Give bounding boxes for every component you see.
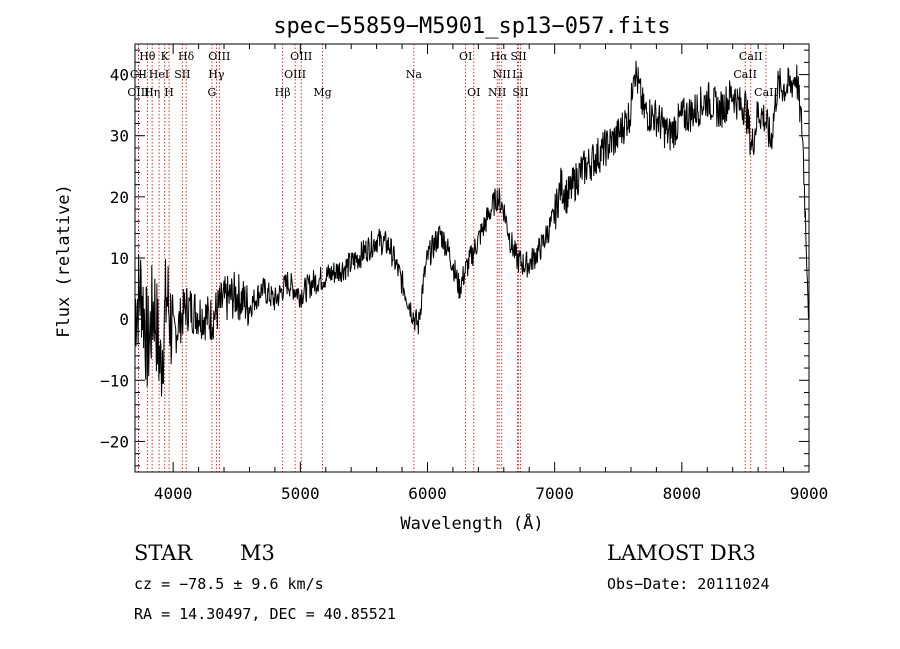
spectral-line-label: Hη xyxy=(144,86,160,99)
spectral-line-label: CaII xyxy=(754,86,778,99)
object-class: STAR xyxy=(134,541,193,565)
redshift-velocity: cz = −78.5 ± 9.6 km/s xyxy=(134,575,324,593)
x-axis-label: Wavelength (Å) xyxy=(400,512,543,534)
spectral-line-label: OIII xyxy=(290,50,312,63)
y-axis-label: Flux (relative) xyxy=(54,184,74,338)
y-tick-label: 40 xyxy=(110,66,129,85)
spectral-line-label: H xyxy=(164,86,174,99)
y-tick-label: −10 xyxy=(100,371,129,390)
spectral-line-label: OIII xyxy=(284,68,306,81)
spectral-line-label: Hγ xyxy=(208,68,225,81)
y-tick-label: 30 xyxy=(110,127,129,146)
spectral-line-label: SII xyxy=(512,86,528,99)
y-axis-ticks: −20 −10 0 10 20 30 40 xyxy=(100,49,809,467)
x-tick-label: 5000 xyxy=(281,484,320,503)
spectral-line-label: Li xyxy=(512,68,523,81)
observation-date: Obs−Date: 20111024 xyxy=(607,575,770,593)
sky-coordinates: RA = 14.30497, DEC = 40.85521 xyxy=(134,605,396,623)
x-tick-label: 9000 xyxy=(790,484,829,503)
x-tick-label: 6000 xyxy=(408,484,447,503)
x-tick-label: 7000 xyxy=(535,484,574,503)
y-tick-label: −20 xyxy=(100,432,129,451)
spectrum-line xyxy=(134,60,810,397)
spectral-line-markers xyxy=(138,44,767,472)
spectral-line-label: OIII xyxy=(127,86,149,99)
spectral-line-label: OI xyxy=(467,86,480,99)
spectral-line-label: Hβ xyxy=(275,86,291,99)
spectral-line-label: HeI xyxy=(149,68,169,81)
object-subclass: M3 xyxy=(240,541,275,565)
spectral-line-label: OIII xyxy=(208,50,230,63)
spectral-line-label: NII xyxy=(493,68,511,81)
spectral-line-label: K xyxy=(161,50,170,63)
spectral-line-label: CaII xyxy=(733,68,757,81)
spectral-line-label: Hα xyxy=(491,50,509,63)
x-tick-label: 8000 xyxy=(663,484,702,503)
y-tick-label: 10 xyxy=(110,249,129,268)
spectral-line-label: SII xyxy=(174,68,190,81)
spectral-line-label: OI xyxy=(459,50,472,63)
x-axis-ticks: 4000 5000 6000 7000 8000 9000 xyxy=(154,44,828,503)
spectral-line-label: Mg xyxy=(313,86,331,99)
chart-title: spec−55859−M5901_sp13−057.fits xyxy=(273,14,670,39)
spectral-line-label: G xyxy=(208,86,217,99)
spectral-line-label: NII xyxy=(488,86,506,99)
y-tick-label: 20 xyxy=(110,188,129,207)
spectral-line-label: SII xyxy=(511,50,527,63)
y-tick-label: 0 xyxy=(119,310,129,329)
x-tick-label: 4000 xyxy=(154,484,193,503)
spectral-line-label: CaII xyxy=(739,50,763,63)
survey-name: LAMOST DR3 xyxy=(607,541,756,565)
spectral-line-label: Na xyxy=(406,68,423,81)
spectral-line-label: Hδ xyxy=(178,50,195,63)
spectral-line-label: Hθ xyxy=(139,50,156,63)
